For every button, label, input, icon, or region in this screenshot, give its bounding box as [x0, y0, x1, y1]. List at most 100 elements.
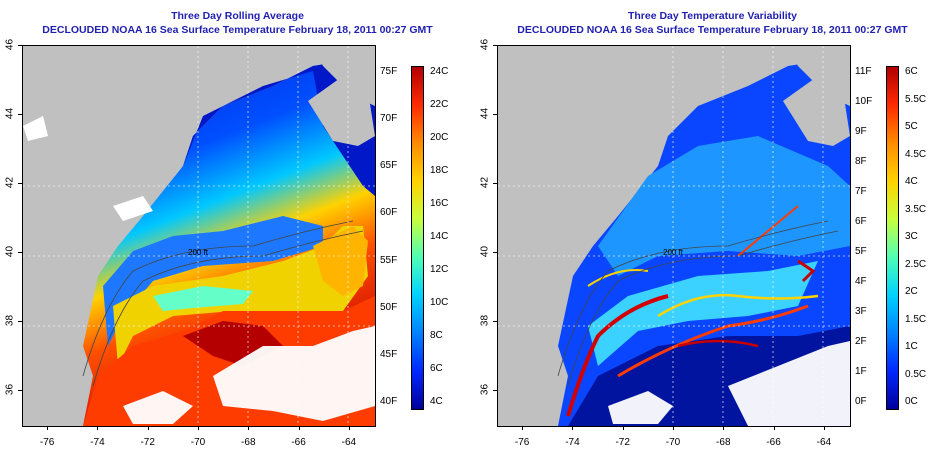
fahrenheit-tick-label: 40F [380, 396, 398, 407]
fahrenheit-tick-label: 11F [855, 66, 872, 77]
longitude-tick [572, 426, 574, 430]
latitude-label: 40 [479, 246, 491, 258]
celsius-tick-label: 6C [905, 66, 918, 77]
celsius-tick-label: 0.5C [905, 368, 927, 380]
left-panel: Three Day Rolling Average DECLOUDED NOAA… [4, 10, 449, 448]
right-panel: Three Day Temperature Variability DECLOU… [475, 0, 950, 475]
latitude-label: 36 [4, 384, 16, 396]
latitude-label: 42 [479, 177, 491, 189]
longitude-label: -70 [190, 437, 206, 448]
longitude-label: -66 [766, 437, 781, 448]
latitude-tick [493, 114, 497, 116]
fahrenheit-tick-label: 0F [855, 396, 867, 407]
longitude-label: -68 [716, 437, 731, 448]
latitude-tick [493, 183, 497, 185]
fahrenheit-tick-label: 2F [855, 336, 867, 347]
celsius-tick-label: 3.5C [905, 203, 927, 215]
fahrenheit-tick-label: 3F [855, 306, 867, 317]
celsius-tick-label: 2.5C [905, 258, 927, 270]
fahrenheit-tick-label: 50F [380, 301, 398, 313]
fahrenheit-tick-label: 1F [855, 366, 867, 377]
latitude-label: 36 [479, 384, 491, 396]
longitude-label: -66 [291, 437, 306, 448]
fahrenheit-tick-label: 60F [380, 207, 398, 219]
longitude-tick [298, 426, 300, 430]
fahrenheit-tick-label: 4F [855, 276, 867, 287]
longitude-tick [622, 426, 624, 430]
latitude-label: 40 [4, 246, 16, 258]
fahrenheit-tick-label: 75F [380, 66, 398, 77]
celsius-tick-label: 4.5C [905, 148, 927, 160]
longitude-label: -64 [816, 437, 832, 448]
celsius-tick-label: 16C [430, 198, 449, 209]
longitude-tick [47, 426, 49, 430]
fahrenheit-tick-label: 70F [380, 113, 398, 125]
longitude-tick [348, 426, 350, 430]
variability-colorbar [886, 66, 899, 410]
celsius-tick-label: 4C [905, 176, 918, 187]
longitude-label: -76 [39, 437, 55, 448]
temperature-colorbar [411, 66, 424, 410]
celsius-tick-label: 20C [430, 132, 449, 143]
latitude-label: 44 [4, 108, 16, 120]
variability-map-graphic [498, 46, 850, 426]
celsius-tick-label: 14C [430, 231, 449, 242]
fahrenheit-tick-label: 45F [380, 348, 398, 360]
longitude-label: -74 [565, 437, 580, 448]
panel-subtitle: DECLOUDED NOAA 16 Sea Surface Temperatur… [42, 24, 433, 36]
celsius-tick-label: 5C [905, 121, 918, 132]
longitude-tick [97, 426, 99, 430]
celsius-tick-label: 6C [430, 363, 443, 374]
longitude-label: -64 [341, 437, 357, 448]
sst-map-graphic [23, 46, 375, 426]
celsius-tick-label: 4C [430, 396, 443, 407]
panel-subtitle: DECLOUDED NOAA 16 Sea Surface Temperatur… [517, 24, 908, 36]
longitude-label: -68 [241, 437, 256, 448]
panel-title: Three Day Temperature Variability [627, 10, 798, 22]
fahrenheit-tick-label: 8F [855, 156, 867, 167]
fahrenheit-tick-label: 9F [855, 126, 867, 137]
longitude-tick [823, 426, 825, 430]
latitude-label: 38 [479, 315, 491, 327]
contour-label: 200 ft [663, 248, 684, 257]
longitude-label: -74 [90, 437, 105, 448]
latitude-tick [18, 252, 22, 254]
latitude-tick [18, 45, 22, 46]
latitude-tick [18, 114, 22, 116]
fahrenheit-tick-label: 7F [855, 186, 867, 197]
latitude-label: 44 [479, 108, 491, 120]
sst-map: 200 ft [22, 45, 376, 427]
longitude-tick [198, 426, 199, 430]
contour-label: 200 ft [188, 248, 209, 257]
longitude-label: -72 [615, 437, 630, 448]
celsius-tick-label: 18C [430, 165, 449, 176]
fahrenheit-tick-label: 6F [855, 216, 867, 227]
panel-title: Three Day Rolling Average [171, 10, 304, 22]
variability-map: 200 ft [497, 45, 851, 427]
fahrenheit-tick-label: 55F [380, 254, 398, 266]
longitude-tick [248, 426, 250, 430]
celsius-tick-label: 8C [430, 330, 443, 341]
latitude-tick [18, 390, 22, 392]
fahrenheit-tick-label: 65F [380, 160, 398, 172]
latitude-tick [493, 252, 497, 254]
celsius-tick-label: 1C [905, 341, 918, 352]
longitude-tick [522, 426, 524, 430]
latitude-tick [18, 183, 22, 185]
latitude-tick [18, 321, 22, 323]
latitude-label: 38 [4, 315, 16, 327]
longitude-label: -72 [140, 437, 155, 448]
celsius-tick-label: 24C [430, 66, 449, 77]
latitude-label: 46 [4, 38, 16, 51]
celsius-tick-label: 5.5C [905, 93, 927, 105]
latitude-tick [493, 45, 497, 46]
latitude-tick [493, 390, 497, 392]
celsius-tick-label: 10C [430, 297, 449, 308]
latitude-label: 46 [479, 38, 491, 51]
celsius-tick-label: 12C [430, 264, 449, 275]
fahrenheit-tick-label: 5F [855, 246, 867, 257]
longitude-label: -76 [514, 437, 530, 448]
longitude-tick [773, 426, 775, 430]
fahrenheit-tick-label: 10F [855, 96, 873, 107]
longitude-tick [147, 426, 149, 430]
